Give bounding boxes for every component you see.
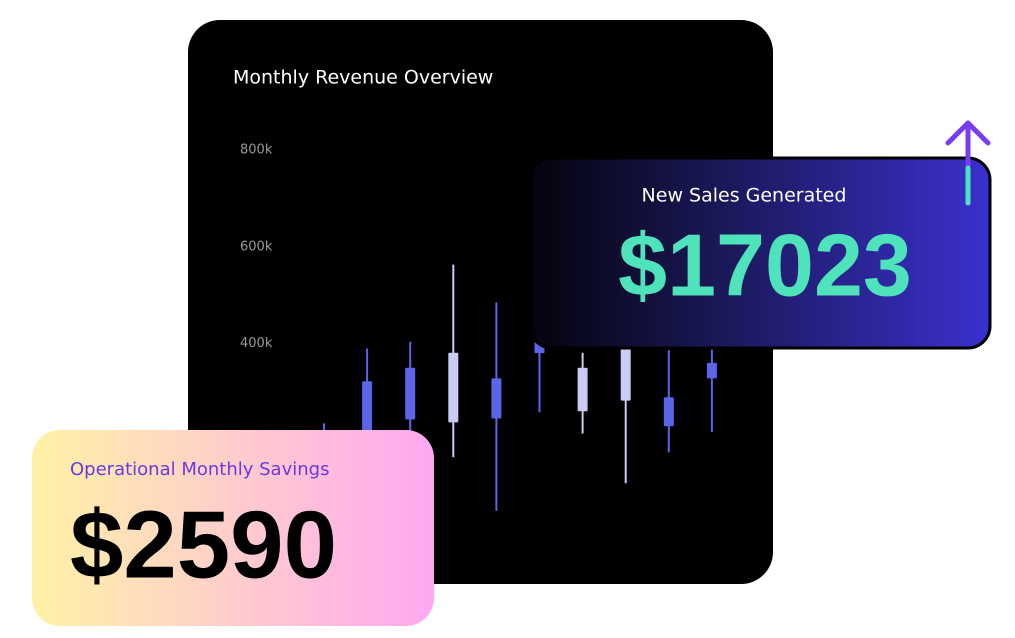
savings-label: Operational Monthly Savings [70, 459, 329, 480]
candle-body [706, 362, 717, 379]
arrow-head [945, 120, 991, 146]
chart-title: Monthly Revenue Overview [233, 67, 493, 89]
y-tick-label: 400k [240, 336, 273, 351]
savings-value: $2590 [70, 491, 337, 598]
sales-label: New Sales Generated [642, 185, 847, 207]
candle-body [362, 381, 373, 441]
candle-body [405, 367, 416, 420]
candle-body [663, 397, 674, 427]
candle-body [491, 378, 502, 419]
candle-body [620, 348, 631, 401]
card-bg [528, 156, 992, 350]
candle-body [448, 352, 459, 423]
savings-card: Operational Monthly Savings $2590 [32, 430, 434, 626]
candle-body [577, 367, 588, 412]
sales-card: New Sales Generated $17023 [528, 120, 992, 350]
y-tick-label: 600k [240, 239, 273, 254]
y-tick-label: 800k [240, 143, 273, 158]
card-bg [32, 430, 434, 626]
sales-value: $17023 [618, 215, 912, 314]
